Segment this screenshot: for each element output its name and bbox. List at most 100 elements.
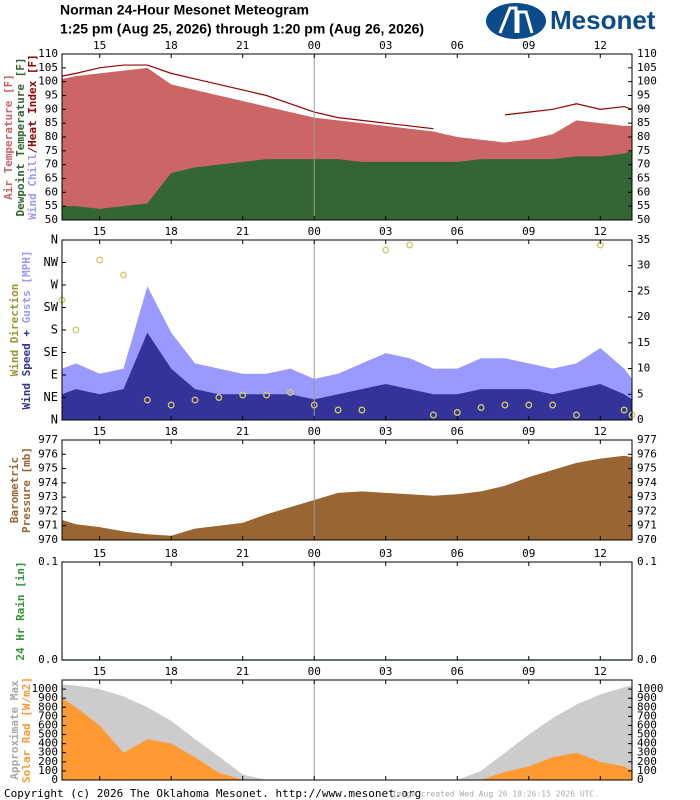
direction-point xyxy=(286,389,294,396)
x-tick-label: 03 xyxy=(379,425,392,438)
y-tick-label: 971 xyxy=(637,519,657,532)
y-tick-label: 600 xyxy=(38,718,58,731)
copyright: Copyright (c) 2026 The Oklahoma Mesonet.… xyxy=(4,787,421,800)
y-axis-label-part: Solar Rad [W/m2] xyxy=(20,677,33,783)
area xyxy=(62,332,632,420)
y-tick-label: 975 xyxy=(38,462,58,475)
x-tick-label: 03 xyxy=(379,39,392,52)
x-tick-label: 15 xyxy=(93,39,106,52)
y-tick-label: 0.0 xyxy=(637,653,657,666)
y-tick-label: 90 xyxy=(637,102,650,115)
y-tick-label: 400 xyxy=(38,737,58,750)
y-axis-label: 24 Hr Rain [in] xyxy=(14,561,27,660)
y-tick-label: 100 xyxy=(637,764,657,777)
y2-tick-label: N xyxy=(51,413,58,427)
y-axis-label: Wind Chill/Heat Index [F] xyxy=(26,54,39,220)
area xyxy=(62,684,632,780)
y-tick-label: 65 xyxy=(45,172,58,185)
y-tick-label: 300 xyxy=(38,746,58,759)
y-axis-label-part: Approximate Max xyxy=(8,680,21,780)
y-axis-label-part: Air Temperature [F] xyxy=(2,74,15,200)
y-tick-label: 20 xyxy=(637,310,650,323)
y-axis-label-part: /Heat Index [F] xyxy=(26,54,39,153)
plot-area xyxy=(62,562,632,660)
x-tick-label: 15 xyxy=(93,225,106,238)
y-axis-label-part: Gusts [MPH] xyxy=(20,251,33,324)
y-tick-label: 1000 xyxy=(32,682,59,695)
y-tick-label: 970 xyxy=(637,533,657,546)
area xyxy=(62,698,632,780)
area xyxy=(62,286,632,420)
panel: 15 18 21 00 03 06 09 12001001002002003003004004… xyxy=(8,665,664,786)
y-tick-label: 60 xyxy=(45,185,58,198)
y-tick-label: 30 xyxy=(637,259,650,272)
y-tick-label: 200 xyxy=(637,755,657,768)
direction-point xyxy=(406,241,414,249)
x-tick-label: 00 xyxy=(308,547,321,560)
x-tick-label: 21 xyxy=(236,39,249,52)
y-tick-label: 85 xyxy=(45,116,58,129)
y-tick-label: 70 xyxy=(45,158,58,171)
y-tick-label: 95 xyxy=(637,89,650,102)
x-tick-label: 12 xyxy=(594,39,607,52)
y2-tick-label: SE xyxy=(44,345,58,359)
x-tick-label: 18 xyxy=(165,547,178,560)
x-tick-label: 18 xyxy=(165,225,178,238)
y-tick-label: 900 xyxy=(38,691,58,704)
panel: 15 18 21 00 03 06 09 12505055556060656570707575… xyxy=(2,39,657,226)
direction-point xyxy=(549,401,557,409)
x-tick-label: 18 xyxy=(165,665,178,678)
panel: 15 18 21 00 03 06 09 12 0.0 0.0 0.1 0.1 24 Hr Rain [… xyxy=(14,547,657,666)
x-tick-label: 21 xyxy=(236,225,249,238)
y-axis-label-part: Wind Chill xyxy=(26,154,39,220)
direction-point xyxy=(120,271,127,279)
direction-point xyxy=(358,406,366,414)
y-tick-label: 100 xyxy=(637,75,657,88)
y-tick-label: 75 xyxy=(637,144,650,157)
direction-point xyxy=(501,401,509,409)
y-tick-label: 0 xyxy=(51,773,58,786)
logo-text: Mesonet xyxy=(550,5,656,35)
y-axis-label-part: Barometric xyxy=(8,457,21,523)
direction-point xyxy=(191,396,199,404)
x-tick-label: 03 xyxy=(379,665,392,678)
y-tick-label: 977 xyxy=(637,433,657,446)
y-axis-label-part: Wind Direction xyxy=(8,284,21,377)
direction-point xyxy=(382,246,390,254)
y-tick-label: 200 xyxy=(38,755,58,768)
y2-tick-label: NW xyxy=(44,255,59,269)
y-tick-label: 300 xyxy=(637,746,657,759)
x-tick-label: 06 xyxy=(451,665,464,678)
y-axis-label: Approximate Max xyxy=(8,680,21,780)
direction-point xyxy=(167,401,175,409)
y-axis-label-part: Wind Speed xyxy=(20,343,33,409)
direction-point xyxy=(573,411,580,419)
direction-point xyxy=(96,256,104,264)
x-tick-label: 15 xyxy=(93,425,106,438)
y-tick-label: 973 xyxy=(38,490,58,503)
y-axis-label: Pressure [mb] xyxy=(20,447,33,533)
x-tick-label: 06 xyxy=(451,425,464,438)
panel: 15 18 21 00 03 06 09 12 0 5 10 15 20 25 30 35 N NE E SE S SW W… xyxy=(8,225,650,427)
x-tick-label: 18 xyxy=(165,39,178,52)
x-tick-label: 00 xyxy=(308,39,321,52)
x-tick-label: 00 xyxy=(308,425,321,438)
x-tick-label: 03 xyxy=(379,547,392,560)
y-tick-label: 0 xyxy=(637,773,644,786)
y-tick-label: 970 xyxy=(38,533,58,546)
y-tick-label: 971 xyxy=(38,519,58,532)
plot-frame xyxy=(61,439,633,541)
x-tick-label: 12 xyxy=(594,547,607,560)
y-axis-label-part: + xyxy=(20,323,33,343)
y2-tick-label: NE xyxy=(44,390,58,404)
subtitle: 1:25 pm (Aug 25, 2026) through 1:20 pm (… xyxy=(60,21,424,37)
direction-point xyxy=(620,406,628,414)
x-tick-label: 06 xyxy=(451,547,464,560)
y-tick-label: 977 xyxy=(38,433,58,446)
y-tick-label: 70 xyxy=(637,158,650,171)
y-tick-label: 55 xyxy=(45,199,58,212)
x-tick-label: 21 xyxy=(236,425,249,438)
direction-point xyxy=(525,401,533,409)
y2-tick-label: S xyxy=(51,323,58,337)
y-tick-label: 15 xyxy=(637,336,650,349)
